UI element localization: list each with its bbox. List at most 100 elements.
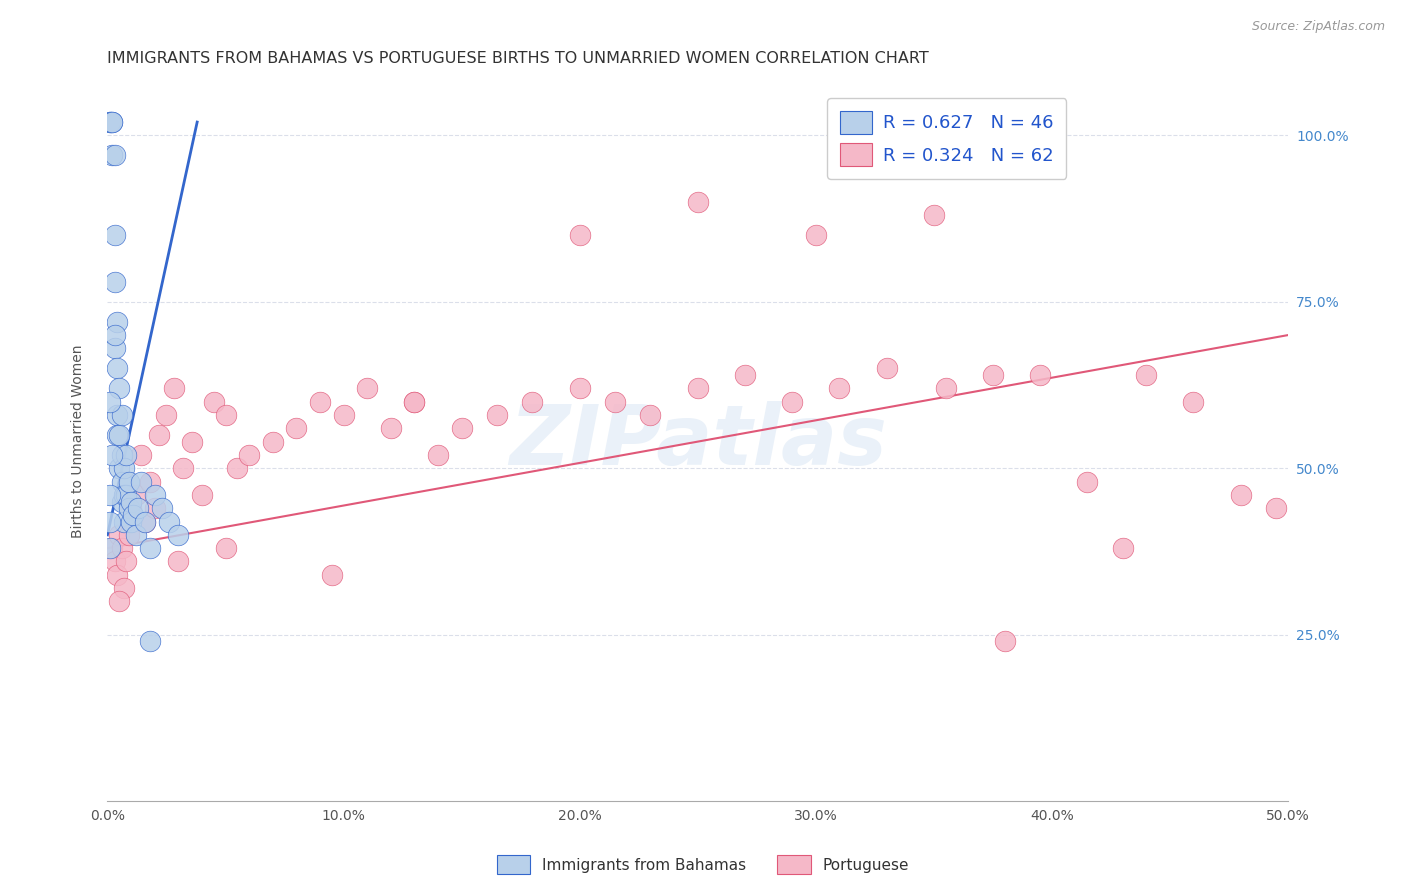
Point <box>214 408 236 422</box>
Point <box>111 448 134 462</box>
Point <box>1111 541 1133 556</box>
Point <box>101 448 124 462</box>
Point <box>111 408 134 422</box>
Point <box>120 494 142 508</box>
Point <box>112 461 135 475</box>
Point <box>127 501 149 516</box>
Point <box>214 541 236 556</box>
Point <box>404 394 426 409</box>
Point <box>876 361 898 376</box>
Point <box>98 488 121 502</box>
Point <box>129 448 152 462</box>
Text: ZIPatlas: ZIPatlas <box>509 401 887 483</box>
Point <box>115 448 138 462</box>
Point <box>332 408 354 422</box>
Point <box>139 634 162 648</box>
Point <box>111 475 134 489</box>
Point <box>112 581 135 595</box>
Point <box>427 448 450 462</box>
Point <box>922 208 945 222</box>
Point <box>103 554 125 568</box>
Point <box>98 394 121 409</box>
Point <box>105 567 128 582</box>
Point <box>108 461 131 475</box>
Point <box>98 515 121 529</box>
Point <box>155 408 177 422</box>
Legend: Immigrants from Bahamas, Portuguese: Immigrants from Bahamas, Portuguese <box>491 849 915 880</box>
Point <box>103 228 125 243</box>
Point <box>108 381 131 395</box>
Point <box>568 228 591 243</box>
Point <box>191 488 214 502</box>
Point <box>101 115 124 129</box>
Point <box>101 148 124 162</box>
Point <box>103 342 125 356</box>
Point <box>285 421 308 435</box>
Point <box>120 515 142 529</box>
Point <box>356 381 378 395</box>
Point <box>125 488 148 502</box>
Point <box>404 394 426 409</box>
Point <box>112 488 135 502</box>
Point <box>98 115 121 129</box>
Point <box>98 541 121 556</box>
Point <box>640 408 662 422</box>
Point <box>1076 475 1098 489</box>
Text: IMMIGRANTS FROM BAHAMAS VS PORTUGUESE BIRTHS TO UNMARRIED WOMEN CORRELATION CHAR: IMMIGRANTS FROM BAHAMAS VS PORTUGUESE BI… <box>107 51 929 66</box>
Point <box>108 528 131 542</box>
Point <box>148 428 170 442</box>
Point <box>485 408 508 422</box>
Point <box>115 554 138 568</box>
Legend: R = 0.627   N = 46, R = 0.324   N = 62: R = 0.627 N = 46, R = 0.324 N = 62 <box>827 98 1066 179</box>
Point <box>111 494 134 508</box>
Point <box>568 381 591 395</box>
Point <box>981 368 1004 382</box>
Point <box>262 434 284 449</box>
Point <box>162 381 184 395</box>
Point <box>157 515 180 529</box>
Point <box>105 428 128 442</box>
Point <box>108 428 131 442</box>
Point <box>118 528 141 542</box>
Point <box>139 541 162 556</box>
Point <box>134 515 156 529</box>
Point <box>993 634 1015 648</box>
Point <box>828 381 851 395</box>
Point <box>115 488 138 502</box>
Point <box>686 194 709 209</box>
Point <box>1029 368 1052 382</box>
Point <box>118 501 141 516</box>
Point <box>780 394 803 409</box>
Point <box>108 594 131 608</box>
Point <box>129 475 152 489</box>
Point <box>105 408 128 422</box>
Point <box>118 475 141 489</box>
Point <box>111 541 134 556</box>
Point <box>112 515 135 529</box>
Point <box>105 361 128 376</box>
Point <box>101 541 124 556</box>
Point <box>150 501 173 516</box>
Point <box>1265 501 1288 516</box>
Point <box>101 115 124 129</box>
Point <box>167 554 190 568</box>
Point <box>167 528 190 542</box>
Point <box>309 394 332 409</box>
Point <box>134 515 156 529</box>
Point <box>120 501 142 516</box>
Point <box>380 421 402 435</box>
Point <box>238 448 260 462</box>
Point <box>103 275 125 289</box>
Point <box>125 528 148 542</box>
Point <box>686 381 709 395</box>
Point <box>1135 368 1157 382</box>
Point <box>804 228 827 243</box>
Text: Source: ZipAtlas.com: Source: ZipAtlas.com <box>1251 20 1385 33</box>
Point <box>139 475 162 489</box>
Point <box>103 328 125 343</box>
Point <box>98 115 121 129</box>
Point <box>172 461 194 475</box>
Point <box>143 501 166 516</box>
Point <box>181 434 204 449</box>
Point <box>105 315 128 329</box>
